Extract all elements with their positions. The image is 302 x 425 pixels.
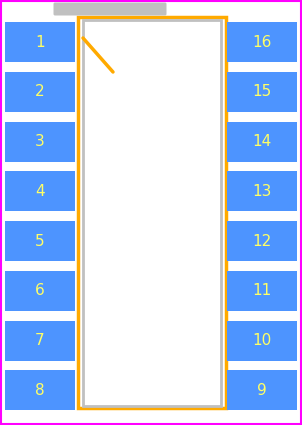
- Bar: [227, 320, 297, 360]
- Bar: [78, 17, 226, 408]
- Bar: [83, 20, 221, 406]
- Text: 7: 7: [35, 333, 45, 348]
- Text: 12: 12: [252, 233, 271, 249]
- Bar: [5, 370, 75, 410]
- FancyBboxPatch shape: [53, 3, 166, 15]
- Text: 15: 15: [252, 84, 271, 99]
- Text: 1: 1: [35, 34, 45, 49]
- Text: 6: 6: [35, 283, 45, 298]
- Bar: [227, 72, 297, 112]
- Bar: [227, 122, 297, 162]
- Text: 5: 5: [35, 233, 45, 249]
- Text: 13: 13: [252, 184, 272, 199]
- Text: 16: 16: [252, 34, 272, 49]
- Bar: [5, 271, 75, 311]
- Text: 2: 2: [35, 84, 45, 99]
- Bar: [227, 370, 297, 410]
- Bar: [5, 72, 75, 112]
- Bar: [227, 171, 297, 211]
- Bar: [5, 122, 75, 162]
- Text: 10: 10: [252, 333, 271, 348]
- Bar: [5, 171, 75, 211]
- Bar: [227, 221, 297, 261]
- Text: 14: 14: [252, 134, 271, 149]
- Bar: [5, 221, 75, 261]
- Text: 8: 8: [35, 383, 45, 398]
- Bar: [227, 271, 297, 311]
- Bar: [5, 320, 75, 360]
- Text: 11: 11: [252, 283, 271, 298]
- Text: 9: 9: [257, 383, 267, 398]
- Text: 3: 3: [35, 134, 45, 149]
- Bar: [227, 22, 297, 62]
- Bar: [5, 22, 75, 62]
- Text: 4: 4: [35, 184, 45, 199]
